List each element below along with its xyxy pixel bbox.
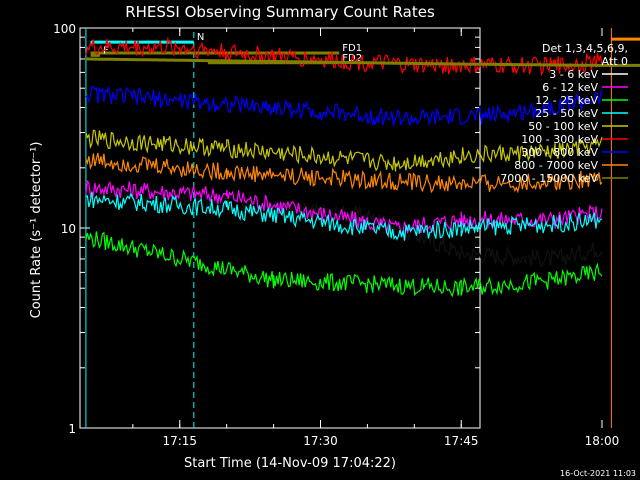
legend-entry-label: 3 - 6 keV [549,68,598,81]
x-tick-label: 17:15 [162,434,197,448]
x-axis-label: Start Time (14-Nov-09 17:04:22) [184,456,396,471]
footer-date: 16-Oct-2021 11:03 [560,469,636,478]
legend-title: Det 1,3,4,5,6,9, [542,42,628,55]
legend-entry-label: 7000 - 15000 keV [500,172,598,185]
annotation-label: N [197,32,204,43]
chart-title: RHESSI Observing Summary Count Rates [125,3,435,21]
y-axis-label: Count Rate (s⁻¹ detector⁻¹) [29,142,44,319]
legend-entry-label: 800 - 7000 keV [514,159,598,172]
series-line [85,57,640,67]
legend-entry-label: 50 - 100 keV [528,120,598,133]
legend-entry-label: 6 - 12 keV [542,81,598,94]
legend-title: Att 0 [602,55,628,68]
data-series [85,36,640,298]
legend-entry-label: 100 - 300 keV [521,133,598,146]
x-tick-label: 17:30 [303,434,338,448]
series-line [85,179,603,235]
legend-entry-label: 300 - 800 keV [521,146,598,159]
y-tick-label: 100 [53,22,76,36]
x-tick-label: 18:00 [585,434,620,448]
series-line [85,129,603,172]
legend-entry-label: 12 - 25 keV [535,94,598,107]
vertical-markers [85,28,612,428]
y-tick-label: 1 [68,422,76,436]
series-line [85,231,603,298]
legend-entry-label: 25 - 50 keV [535,107,598,120]
x-tick-label: 17:45 [444,434,479,448]
y-tick-label: 10 [61,222,76,236]
series-line [85,152,603,194]
annotation-label: FD1 [342,43,362,54]
series-line [85,85,603,126]
y-axis-ticks: 1 10 100 [53,22,480,436]
series-line [85,191,602,241]
annotation-label: F [103,45,109,56]
